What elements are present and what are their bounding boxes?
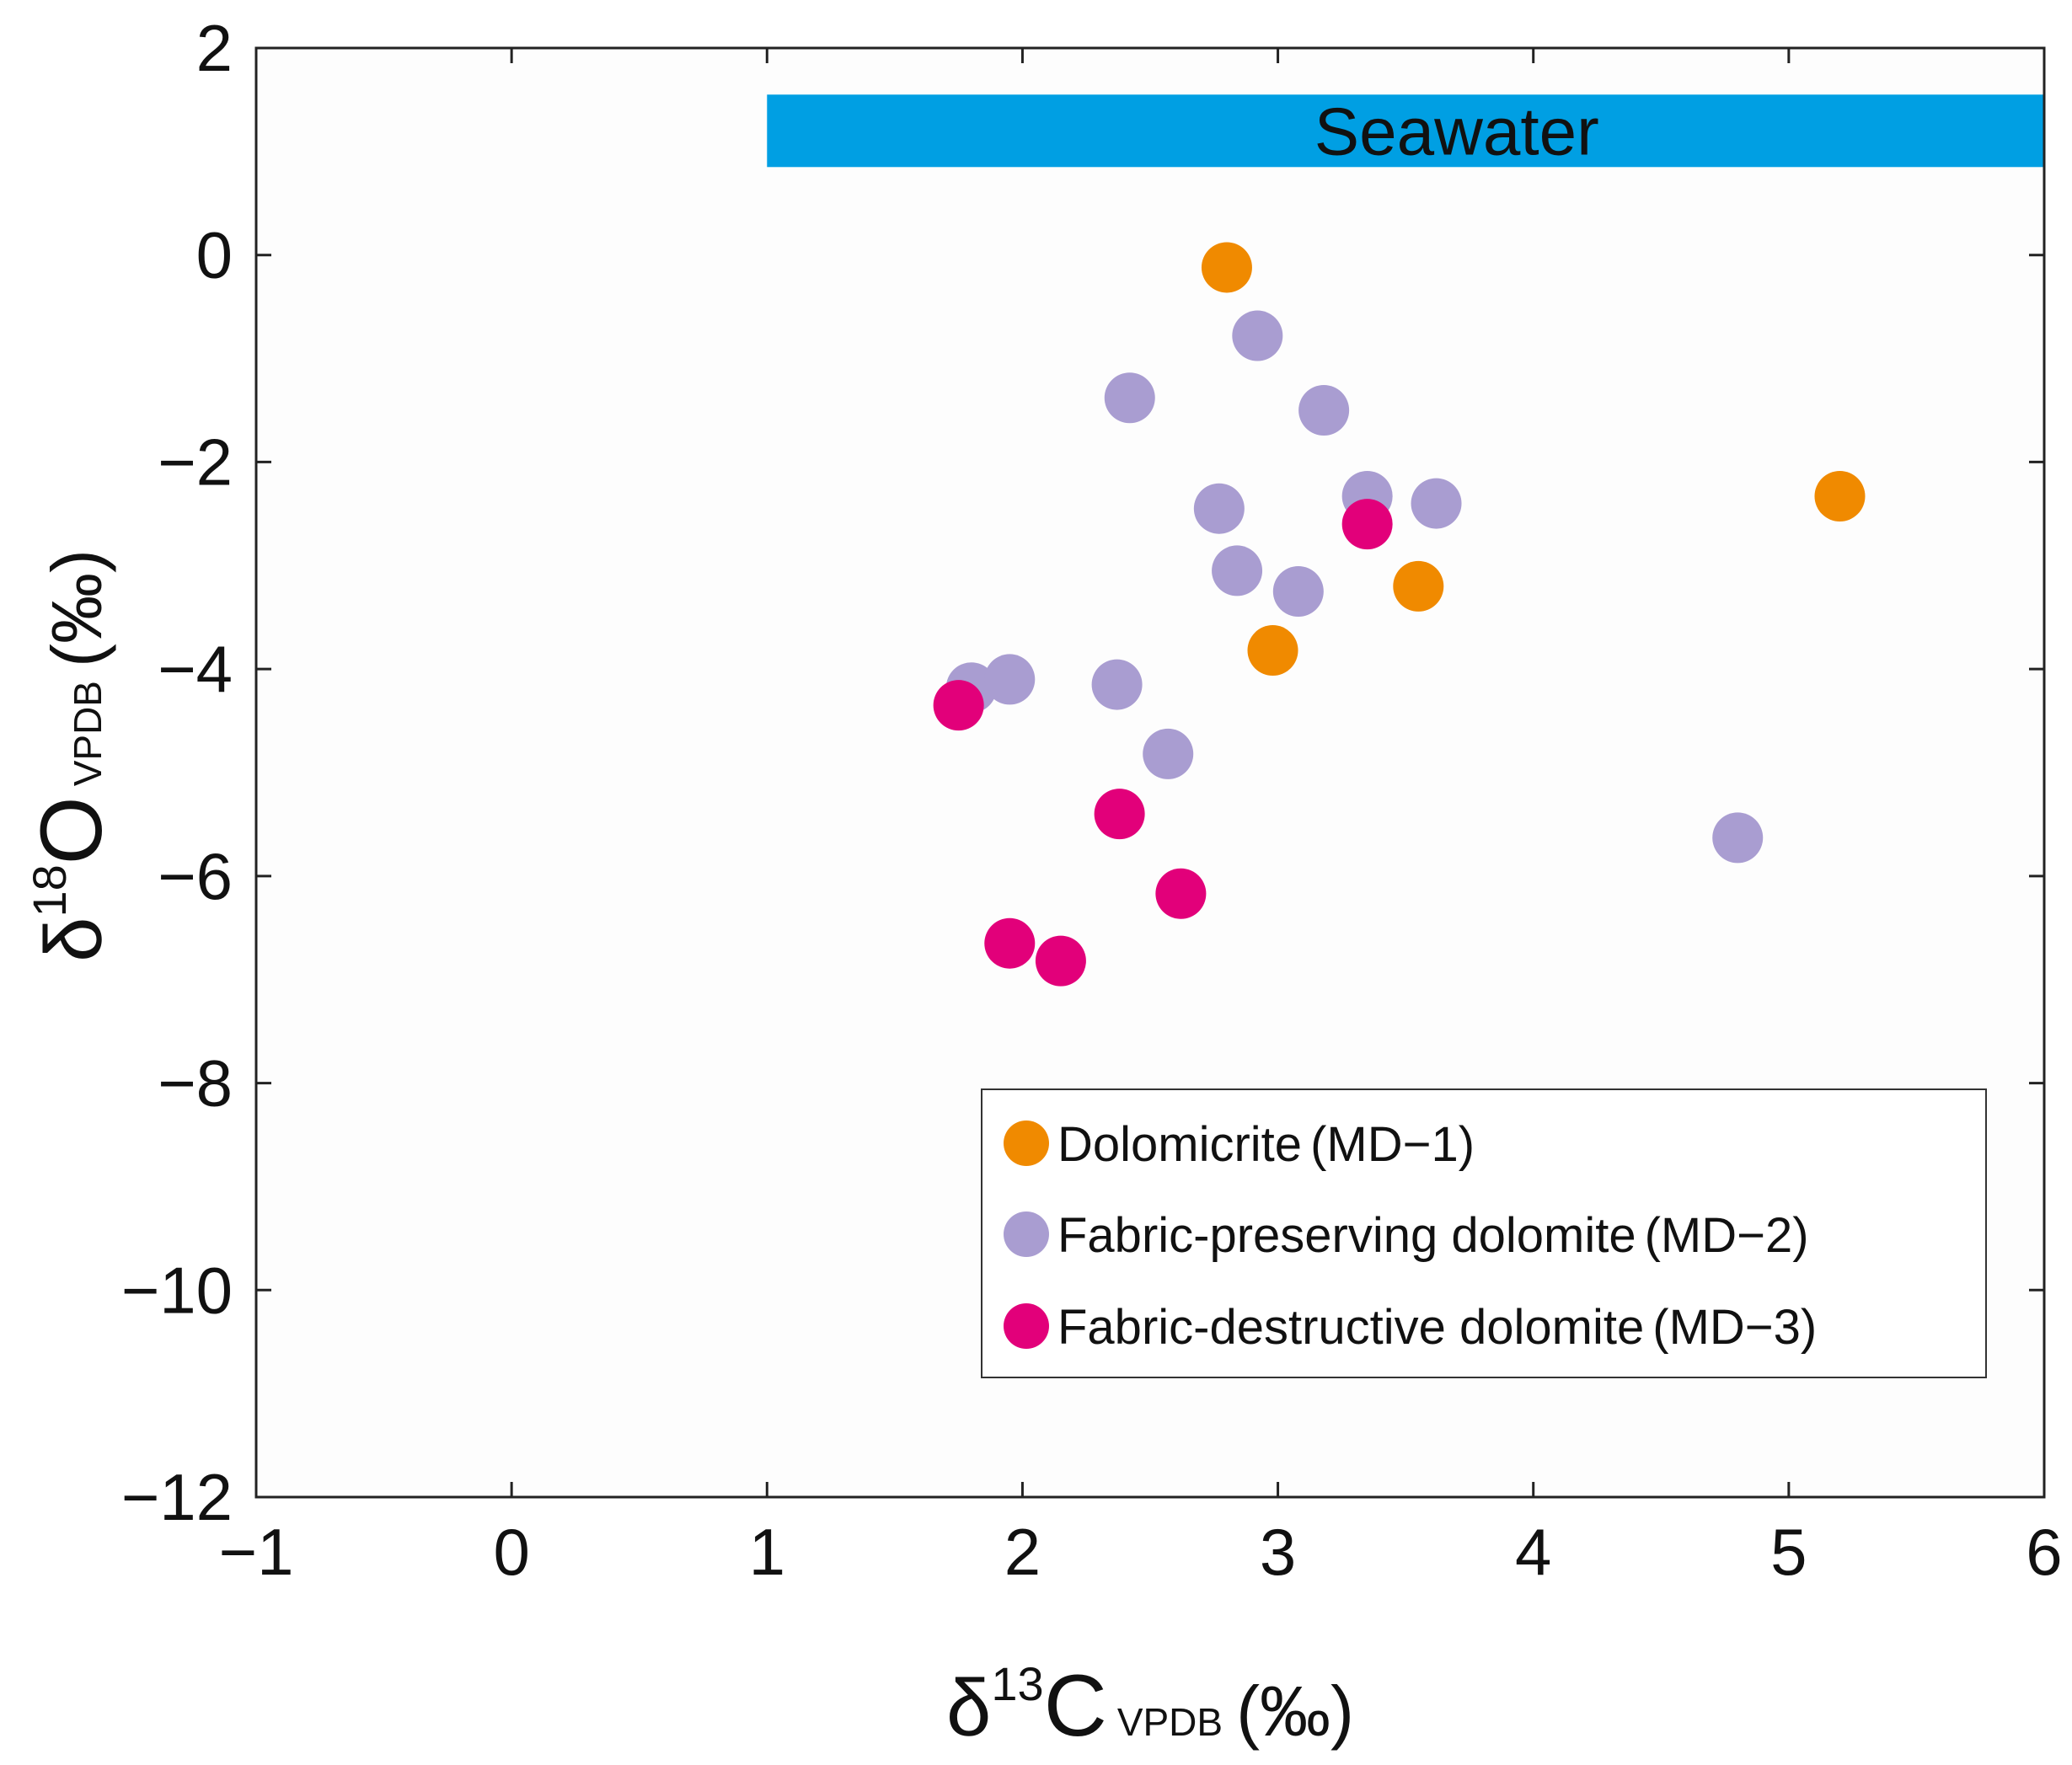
y-tick-label: −4 [158,632,233,706]
data-point-md2 [1091,659,1143,710]
x-label-subscript: VPDB [1117,1700,1223,1744]
y-label-unit: (‰) [37,549,116,667]
y-label-subscript: VPDB [66,681,110,786]
data-point-md1 [1201,242,1252,293]
seawater-band [767,94,2045,168]
axis-ticks: −1 0 1 2 3 4 5 620−2−4−6−8−10−12 [121,11,2063,1589]
legend-label-md2: Fabric-preserving dolomite (MD−2) [1057,1208,1809,1263]
data-point-md2 [1232,310,1283,361]
x-tick-label: −1 [219,1515,294,1589]
y-tick-label: 0 [196,218,233,292]
data-point-md1 [1247,625,1298,677]
x-tick-label: 3 [1260,1515,1296,1589]
legend-marker-md2 [1004,1211,1049,1257]
y-tick-label: −12 [121,1460,233,1534]
data-point-md3 [1094,789,1145,840]
y-axis-label: δ18O VPDB (‰) [23,549,120,962]
x-label-symbol: δ [946,1663,991,1753]
x-label-element: C [1044,1657,1107,1755]
data-point-md3 [1341,499,1393,550]
y-tick-label: −2 [158,425,233,499]
plot-frame [254,46,2046,1499]
x-label-unit: (‰) [1236,1671,1354,1751]
data-point-md1 [1814,470,1866,521]
x-tick-label: 4 [1515,1515,1551,1589]
data-point-md2 [1193,483,1245,534]
legend: Dolomicrite (MD−1) Fabric-preserving dolo… [981,1088,1987,1378]
y-tick-label: 2 [196,11,233,85]
data-point-md3 [933,680,984,731]
x-tick-label: 2 [1004,1515,1041,1589]
y-label-element: O [23,796,120,864]
x-tick-label: 5 [1770,1515,1807,1589]
data-point-md2 [1143,728,1194,779]
y-tick-label: −10 [121,1253,233,1327]
data-point-md1 [1393,560,1444,612]
legend-label-md3: Fabric-destructive dolomite (MD−3) [1057,1300,1817,1355]
data-point-md2 [1104,372,1155,424]
y-label-symbol: δ [29,917,119,961]
data-point-md2 [1298,385,1350,436]
y-tick-label: −6 [158,839,233,913]
x-label-superscript: 13 [991,1657,1043,1710]
legend-label-md1: Dolomicrite (MD−1) [1057,1117,1475,1172]
data-point-md3 [1035,935,1086,987]
legend-box [981,1088,1987,1378]
data-point-md3 [1155,868,1207,919]
data-points [933,242,1866,987]
legend-marker-md1 [1004,1121,1049,1166]
data-point-md3 [984,917,1036,969]
y-tick-label: −8 [158,1046,233,1121]
x-axis-label: δ13C VPDB (‰) [946,1657,1354,1755]
x-tick-label: 1 [749,1515,785,1589]
x-tick-label: 6 [2026,1515,2062,1589]
x-tick-label: 0 [493,1515,529,1589]
seawater-band-group: Seawater [767,94,2045,168]
data-point-md2 [1411,478,1462,529]
seawater-band-label: Seawater [1314,94,1599,168]
data-point-md2 [1712,812,1764,864]
data-point-md2 [984,654,1036,705]
data-point-md2 [1212,545,1263,596]
legend-marker-md3 [1004,1303,1049,1349]
y-label-superscript: 18 [23,864,76,917]
data-point-md2 [1272,566,1324,617]
